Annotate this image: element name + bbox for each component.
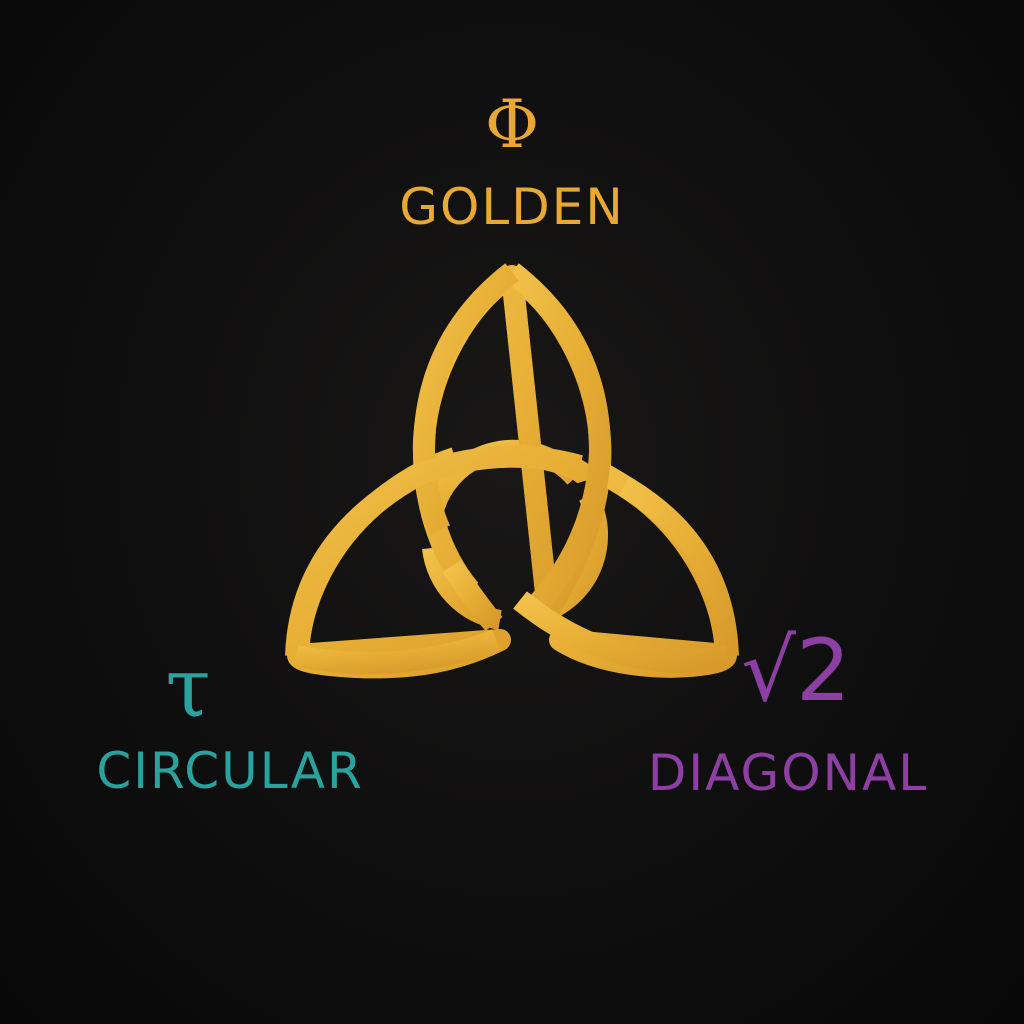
vesica-right-outer bbox=[618, 476, 739, 657]
node-golden: Φ GOLDEN bbox=[372, 86, 652, 236]
knot-loops bbox=[287, 265, 737, 679]
vesica-top-left bbox=[413, 263, 519, 535]
tau-symbol: τ bbox=[165, 641, 211, 736]
node-circular: τ CIRCULAR bbox=[80, 648, 380, 800]
circular-label: CIRCULAR bbox=[96, 742, 364, 800]
node-diagonal: √2 DIAGONAL bbox=[628, 628, 948, 798]
golden-label: GOLDEN bbox=[399, 178, 625, 236]
vesica-left-inner bbox=[293, 629, 500, 675]
vesica-right-inner bbox=[513, 591, 731, 673]
vesica-left-outer bbox=[285, 445, 583, 657]
vesica-top-inner bbox=[442, 560, 503, 632]
diagonal-label: DIAGONAL bbox=[647, 744, 929, 802]
phi-symbol: Φ bbox=[484, 86, 540, 163]
knot-outline bbox=[285, 263, 739, 675]
vesica-top bbox=[505, 263, 611, 614]
sqrt2-symbol: √2 bbox=[741, 621, 851, 721]
